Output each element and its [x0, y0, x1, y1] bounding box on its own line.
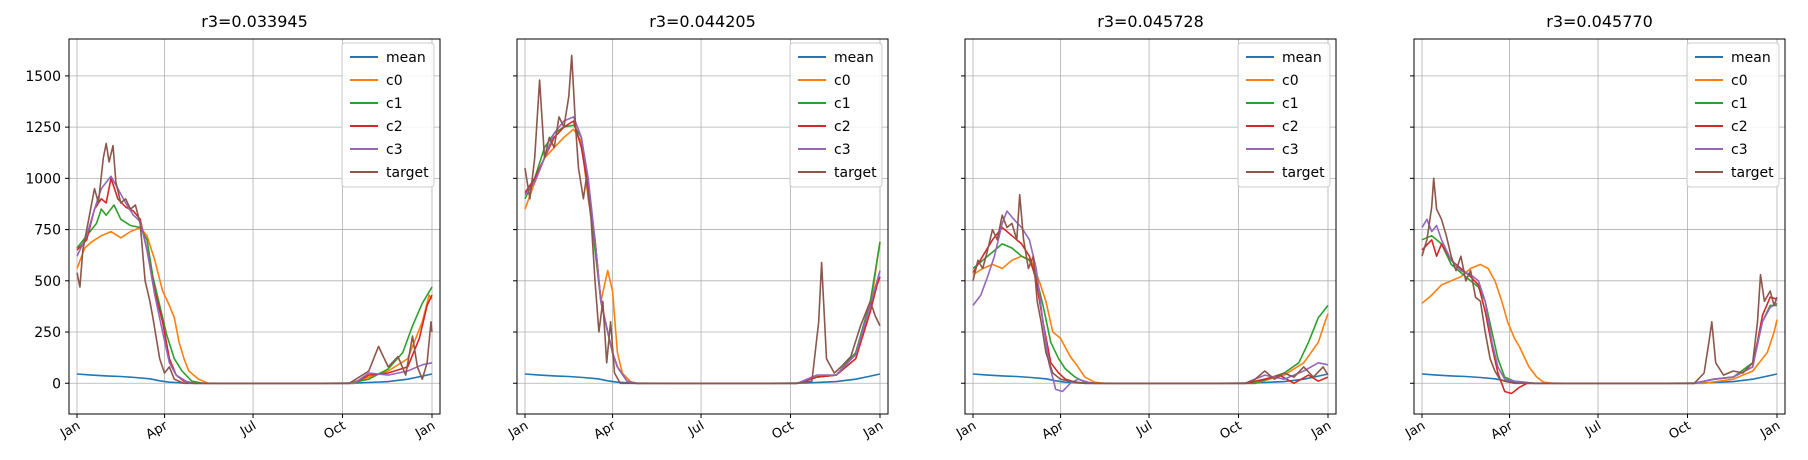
series-line-c1	[1421, 234, 1777, 385]
x-tick-label: Jan	[1402, 418, 1428, 442]
series-line-c0	[1421, 263, 1778, 385]
x-tick-label: Oct	[1218, 418, 1245, 442]
series-line-target	[524, 54, 881, 385]
series-line-c2	[76, 177, 433, 385]
legend: mean c0 c1 c2 c3 target	[789, 42, 883, 188]
legend: mean c0 c1 c2 c3 target	[1686, 42, 1780, 188]
plot-frame	[1413, 38, 1786, 415]
chart-title: r3=0.045770	[1546, 12, 1653, 31]
x-tick-label: Apr	[592, 418, 620, 443]
legend-label-c1: c1	[386, 96, 403, 112]
x-tick-label: Apr	[1040, 418, 1068, 443]
x-tick-label: Jul	[237, 418, 259, 439]
legend-label-target: target	[386, 165, 429, 181]
legend-label-target: target	[834, 165, 877, 181]
series-line-c1	[76, 204, 433, 385]
series-line-c3	[1421, 218, 1778, 385]
series-line-target	[972, 193, 1329, 385]
chart-panel-3: Jan Apr Jul Oct Jan r3=0.045728 mean c0 c1 c2 c3 ta…	[953, 12, 1337, 443]
chart-panel-1: 0 250 500 750 1000 1250 1500 Jan Apr Jul Oct Jan r3=…	[25, 12, 441, 443]
x-tick-label: Oct	[322, 418, 349, 442]
chart-title: r3=0.045728	[1097, 12, 1204, 31]
legend-label-c2: c2	[1282, 119, 1299, 135]
chart-panel-2: Jan Apr Jul Oct Jan r3=0.044205 mean c0 c1 c2 c3 ta…	[505, 12, 889, 443]
series-line-c2	[1421, 239, 1778, 395]
legend-label-target: target	[1282, 165, 1325, 181]
x-tick-label: Jan	[860, 418, 886, 442]
legend-label-c2: c2	[1731, 119, 1748, 135]
legend: mean c0 c1 c2 c3 target	[341, 42, 435, 188]
plot-frame	[68, 38, 441, 415]
legend-label-c1: c1	[1282, 96, 1299, 112]
legend-label-c1: c1	[1731, 96, 1748, 112]
legend-label-mean: mean	[1731, 50, 1771, 66]
series-line-c3	[972, 210, 1329, 393]
x-tick-label: Oct	[770, 418, 797, 442]
series-line-target	[1421, 177, 1778, 385]
x-tick-label: Jan	[953, 418, 979, 442]
series-line-c0	[76, 226, 433, 385]
series-line-mean	[76, 373, 433, 385]
legend-label-c0: c0	[1731, 73, 1748, 89]
y-tick-label: 1250	[25, 120, 61, 136]
legend-label-c3: c3	[834, 142, 851, 158]
y-tick-label: 250	[34, 325, 61, 341]
legend-label-c0: c0	[834, 73, 851, 89]
legend-label-c2: c2	[386, 119, 403, 135]
legend-label-target: target	[1731, 165, 1774, 181]
legend-label-mean: mean	[1282, 50, 1322, 66]
y-tick-label: 1000	[25, 171, 61, 187]
x-tick-label: Jan	[1308, 418, 1334, 442]
legend: mean c0 c1 c2 c3 target	[1237, 42, 1331, 188]
legend-label-c3: c3	[1282, 142, 1299, 158]
x-tick-label: Jul	[1133, 418, 1155, 439]
x-tick-label: Apr	[144, 418, 172, 443]
series-line-target	[76, 142, 433, 385]
y-tick-label: 0	[52, 376, 61, 392]
chart-title: r3=0.044205	[649, 12, 756, 31]
x-tick-label: Jul	[1582, 418, 1604, 439]
x-tick-label: Apr	[1489, 418, 1517, 443]
legend-label-c1: c1	[834, 96, 851, 112]
x-tick-label: Jul	[685, 418, 707, 439]
legend-label-c2: c2	[834, 119, 851, 135]
y-tick-label: 750	[34, 223, 61, 239]
legend-label-c3: c3	[386, 142, 403, 158]
plot-frame	[516, 38, 889, 415]
x-tick-label: Jan	[505, 418, 531, 442]
legend-label-c0: c0	[386, 73, 403, 89]
plot-frame	[964, 38, 1337, 415]
x-tick-label: Jan	[1757, 418, 1783, 442]
legend-label-mean: mean	[386, 50, 426, 66]
chart-title: r3=0.033945	[201, 12, 308, 31]
legend-label-mean: mean	[834, 50, 874, 66]
y-tick-label: 1500	[25, 69, 61, 85]
series-line-c0	[972, 255, 1329, 385]
series-line-c2	[972, 226, 1329, 385]
x-tick-label: Oct	[1667, 418, 1694, 442]
x-tick-label: Jan	[57, 418, 83, 442]
y-tick-label: 500	[34, 274, 61, 290]
series-line-c3	[76, 175, 433, 385]
x-tick-label: Jan	[412, 418, 438, 442]
series-line-c1	[972, 243, 1329, 385]
legend-label-c3: c3	[1731, 142, 1748, 158]
legend-label-c0: c0	[1282, 73, 1299, 89]
chart-panel-4: Jan Apr Jul Oct Jan r3=0.045770 mean c0 c1 c2 c3 ta…	[1402, 12, 1786, 443]
